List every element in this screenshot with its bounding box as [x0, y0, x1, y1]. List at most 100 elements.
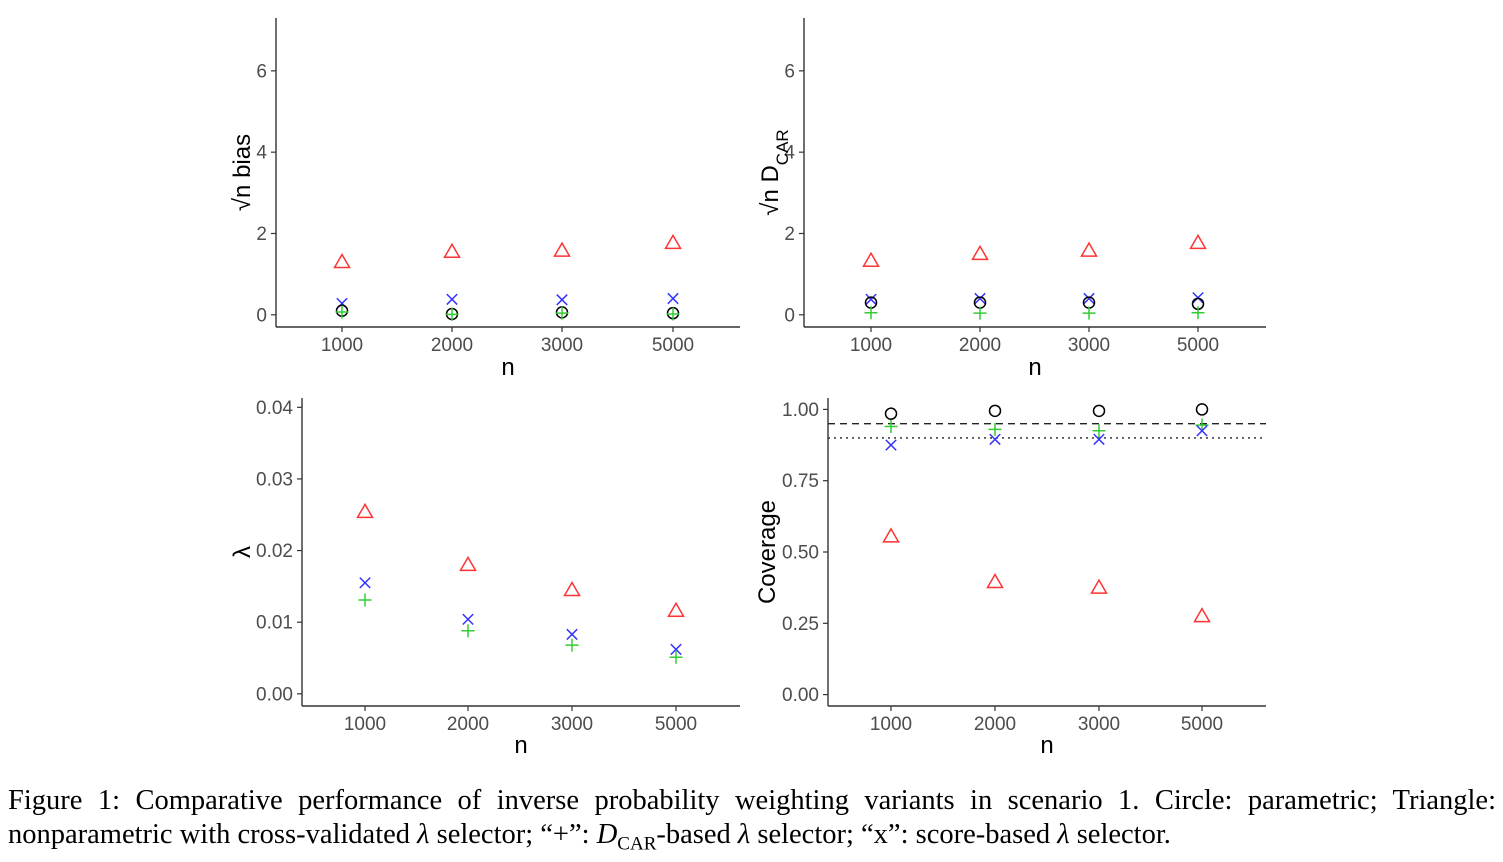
figure: 0 2 4 6 1000 2000 3000 5000 n √n bias 0 2 4 6 1000 200…: [229, 18, 1266, 759]
x-marker: [885, 439, 897, 451]
circle-marker: [988, 404, 1002, 418]
series-dcar: [864, 306, 1205, 320]
caption-text-1: Comparative performance of inverse proba…: [8, 785, 1496, 850]
y-tick-label: 6: [784, 61, 795, 82]
panel-sqrt-n-bias: 0 2 4 6 1000 2000 3000 5000 n √n bias: [229, 18, 740, 381]
triangle-marker: [1090, 578, 1108, 594]
triangle-marker: [1080, 241, 1098, 257]
plus-marker: [555, 306, 569, 320]
plus-marker: [565, 638, 579, 652]
plus-marker: [864, 306, 878, 320]
triangle-marker: [862, 251, 880, 267]
x-tick-label: 2000: [431, 335, 473, 356]
x-marker: [989, 433, 1001, 446]
caption-d-sub: CAR: [617, 833, 657, 855]
series-parametric: [864, 296, 1205, 311]
x-marker: [359, 577, 371, 589]
plus-marker: [445, 307, 459, 321]
x-tick-label: 2000: [974, 714, 1016, 735]
series-parametric: [335, 304, 680, 321]
y-tick-label: 0: [256, 305, 267, 326]
x-marker: [1196, 425, 1208, 437]
circle-marker: [1195, 403, 1209, 416]
caption-dcar: DCAR: [597, 819, 657, 855]
y-tick-label: 4: [784, 143, 795, 164]
x-marker: [670, 643, 682, 656]
plus-marker: [1195, 418, 1209, 432]
triangle-marker: [553, 241, 571, 257]
caption-label: Figure 1:: [8, 785, 121, 816]
y-axis-title: Coverage: [754, 500, 781, 604]
y-tick-label: 0.00: [256, 684, 293, 705]
series-parametric: [884, 403, 1209, 420]
triangle-marker: [563, 580, 581, 597]
plus-marker: [358, 593, 372, 607]
triangle-marker: [1189, 233, 1207, 250]
series-cv: [356, 502, 685, 617]
x-tick-label: 1000: [321, 335, 363, 356]
series-dcar: [358, 593, 683, 664]
x-marker: [974, 292, 986, 305]
panel-coverage: 0.00 0.25 0.50 0.75 1.00 1000 2000 3000 5000 n Cov…: [754, 398, 1266, 759]
x-marker: [1083, 292, 1095, 305]
x-tick-label: 5000: [1177, 335, 1219, 356]
y-tick-label: 0.25: [782, 614, 819, 635]
series-score: [359, 577, 682, 656]
x-tick-label: 2000: [447, 714, 489, 735]
panel-sqrt-n-dcar: 0 2 4 6 1000 2000 3000 5000 n √n DCAR: [757, 18, 1266, 381]
plus-marker: [1191, 306, 1205, 320]
x-tick-label: 1000: [344, 714, 386, 735]
caption-text-5: selector.: [1069, 819, 1171, 850]
plus-marker: [461, 624, 475, 638]
y-tick-label: 2: [256, 224, 267, 245]
x-marker: [566, 628, 578, 641]
y-axis-title-sub: CAR: [773, 129, 792, 165]
x-tick-label: 2000: [959, 335, 1001, 356]
plus-marker: [669, 650, 683, 664]
series-score: [336, 292, 679, 310]
plus-marker: [666, 307, 680, 321]
triangle-marker: [667, 601, 685, 617]
y-tick-label: 0.02: [256, 541, 293, 562]
triangle-marker: [986, 572, 1004, 589]
circle-marker: [1092, 404, 1106, 418]
plus-marker: [335, 305, 349, 319]
circle-marker: [884, 407, 898, 420]
y-tick-label: 0.50: [782, 543, 819, 564]
x-marker: [462, 613, 474, 626]
figure-caption: Figure 1: Comparative performance of inv…: [8, 784, 1496, 862]
caption-text-4: selector; “x”: score-based: [750, 819, 1058, 850]
triangle-marker: [1193, 607, 1211, 623]
y-tick-label: 2: [784, 224, 795, 245]
plus-marker: [988, 422, 1002, 436]
panel-lambda: 0.00 0.01 0.02 0.03 0.04 1000 2000 3000 5000 n λ: [229, 398, 740, 759]
series-dcar: [884, 418, 1209, 438]
triangle-marker: [664, 233, 682, 250]
plus-marker: [884, 420, 898, 434]
y-tick-label: 0: [784, 305, 795, 326]
y-axis-title: √n DCAR: [757, 129, 792, 215]
y-tick-label: 1.00: [782, 400, 819, 421]
y-tick-label: 6: [256, 61, 267, 82]
y-tick-label: 0.01: [256, 613, 293, 634]
x-axis-title: n: [514, 732, 527, 759]
triangle-marker: [443, 242, 461, 259]
series-score: [885, 425, 1208, 451]
x-tick-label: 3000: [541, 335, 583, 356]
y-tick-label: 0.00: [782, 685, 819, 706]
series-cv: [862, 233, 1207, 267]
x-tick-label: 5000: [652, 335, 694, 356]
x-tick-label: 3000: [1078, 714, 1120, 735]
plus-marker: [1082, 306, 1096, 320]
x-tick-label: 3000: [1068, 335, 1110, 356]
triangle-marker: [971, 244, 989, 261]
caption-text-3: -based: [656, 819, 738, 850]
x-marker: [1093, 433, 1105, 446]
plus-marker: [1092, 424, 1106, 438]
series-cv: [333, 233, 682, 269]
caption-text-2: selector; “+”:: [429, 819, 597, 850]
y-tick-label: 0.04: [256, 398, 293, 419]
x-marker: [865, 293, 877, 306]
x-tick-label: 1000: [870, 714, 912, 735]
triangle-marker: [333, 252, 351, 269]
